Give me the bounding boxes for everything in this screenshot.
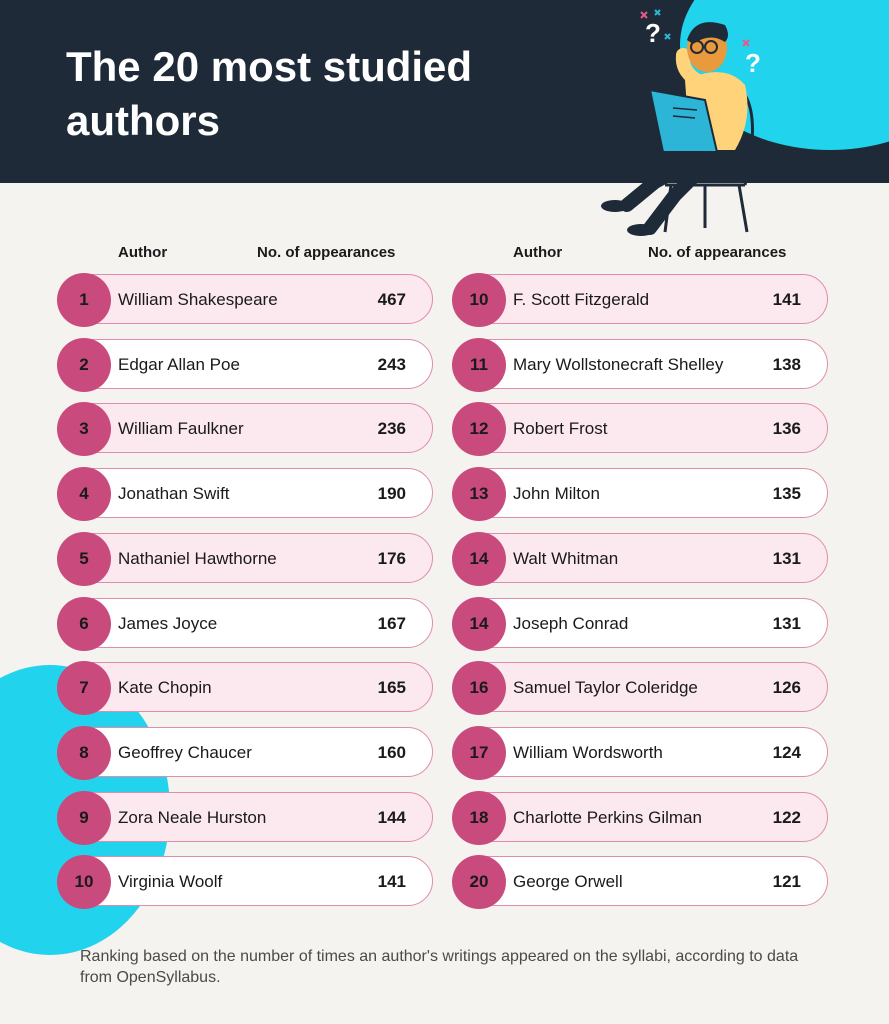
author-name: Robert Frost <box>513 419 608 439</box>
rank-badge: 13 <box>452 467 506 522</box>
author-name: John Milton <box>513 484 600 504</box>
appearance-count: 141 <box>772 290 801 309</box>
rank-badge: 16 <box>452 661 506 716</box>
appearance-count: 122 <box>772 807 801 827</box>
table-row: 6 James Joyce 167 <box>57 596 433 651</box>
appearance-count: 467 <box>377 290 406 309</box>
table-row: 14 Walt Whitman 131 <box>452 531 828 586</box>
column-header-appearances: No. of appearances <box>648 244 787 261</box>
author-name: Geoffrey Chaucer <box>118 742 252 762</box>
table-row: 10 Virginia Woolf 141 <box>57 855 433 910</box>
rank-badge: 11 <box>452 337 506 392</box>
rank-badge: 18 <box>452 790 506 845</box>
appearance-count: 138 <box>772 354 801 374</box>
appearance-count: 121 <box>772 872 801 892</box>
appearance-count: 190 <box>377 484 406 504</box>
author-name: Virginia Woolf <box>118 872 223 892</box>
table-row: 1 William Shakespeare 467 <box>57 273 433 327</box>
appearance-count: 135 <box>772 484 801 504</box>
rank-badge: 6 <box>57 596 111 651</box>
table-row: 11 Mary Wollstonecraft Shelley 138 <box>452 337 828 392</box>
rank-badge: 14 <box>452 596 506 651</box>
appearance-count: 131 <box>772 613 801 633</box>
table-row: 13 John Milton 135 <box>452 467 828 522</box>
author-name: Zora Neale Hurston <box>118 807 267 827</box>
author-name: Nathaniel Hawthorne <box>118 548 277 568</box>
rank-badge: 10 <box>452 273 506 327</box>
author-name: Samuel Taylor Coleridge <box>513 678 698 698</box>
table-row: 4 Jonathan Swift 190 <box>57 467 433 522</box>
appearance-count: 160 <box>377 742 406 762</box>
table-row: 8 Geoffrey Chaucer 160 <box>57 725 433 780</box>
author-name: F. Scott Fitzgerald <box>513 290 650 309</box>
rank-badge: 3 <box>57 402 111 457</box>
author-name: William Shakespeare <box>118 290 278 309</box>
author-name: Mary Wollstonecraft Shelley <box>513 354 724 374</box>
reading-person-icon: ? ? <box>601 9 761 236</box>
appearance-count: 236 <box>377 419 406 439</box>
author-name: William Wordsworth <box>513 742 663 762</box>
rank-badge: 5 <box>57 531 111 586</box>
table-row: 18 Charlotte Perkins Gilman 122 <box>452 790 828 845</box>
appearance-count: 141 <box>377 872 406 892</box>
question-mark-icon: ? <box>745 48 761 78</box>
author-name: Joseph Conrad <box>513 613 629 633</box>
table-row: 3 William Faulkner 236 <box>57 402 433 457</box>
page-title: The 20 most studied authors <box>66 43 473 144</box>
rank-badge: 12 <box>452 402 506 457</box>
table-row: 5 Nathaniel Hawthorne 176 <box>57 531 433 586</box>
author-name: Walt Whitman <box>513 548 619 568</box>
appearance-count: 136 <box>772 419 801 439</box>
author-name: Kate Chopin <box>118 678 212 698</box>
author-name: Charlotte Perkins Gilman <box>513 807 702 827</box>
table-row: 14 Joseph Conrad 131 <box>452 596 828 651</box>
appearance-count: 131 <box>772 548 801 568</box>
column-header-author: Author <box>118 244 168 261</box>
rank-badge: 17 <box>452 725 506 780</box>
appearance-count: 176 <box>377 548 406 568</box>
table-row: 12 Robert Frost 136 <box>452 402 828 457</box>
rank-badge: 2 <box>57 337 111 392</box>
table-row: 10 F. Scott Fitzgerald 141 <box>452 273 828 327</box>
rank-badge: 9 <box>57 790 111 845</box>
appearance-count: 167 <box>377 613 406 633</box>
appearance-count: 243 <box>377 354 406 374</box>
appearance-count: 126 <box>772 678 801 698</box>
author-name: William Faulkner <box>118 419 244 439</box>
rank-badge: 10 <box>57 855 111 910</box>
rank-badge: 8 <box>57 725 111 780</box>
author-name: James Joyce <box>118 613 218 633</box>
column-header-author: Author <box>513 244 563 261</box>
appearance-count: 144 <box>377 807 406 827</box>
rank-badge: 14 <box>452 531 506 586</box>
author-name: George Orwell <box>513 872 623 892</box>
table-row: 2 Edgar Allan Poe 243 <box>57 337 433 392</box>
appearance-count: 124 <box>772 742 801 762</box>
rank-badge: 1 <box>57 273 111 327</box>
rank-badge: 20 <box>452 855 506 910</box>
table-row: 7 Kate Chopin 165 <box>57 661 433 716</box>
table-row: 16 Samuel Taylor Coleridge 126 <box>452 661 828 716</box>
rank-badge: 4 <box>57 467 111 522</box>
rank-badge: 7 <box>57 661 111 716</box>
question-mark-icon: ? <box>645 18 661 48</box>
author-name: Jonathan Swift <box>118 484 230 504</box>
column-header-appearances: No. of appearances <box>257 244 396 261</box>
table-row: 9 Zora Neale Hurston 144 <box>57 790 433 845</box>
author-name: Edgar Allan Poe <box>118 354 240 374</box>
table-row: 17 William Wordsworth 124 <box>452 725 828 780</box>
appearance-count: 165 <box>377 678 406 698</box>
footnote: Ranking based on the number of times an … <box>80 948 799 986</box>
table-row: 20 George Orwell 121 <box>452 855 828 910</box>
